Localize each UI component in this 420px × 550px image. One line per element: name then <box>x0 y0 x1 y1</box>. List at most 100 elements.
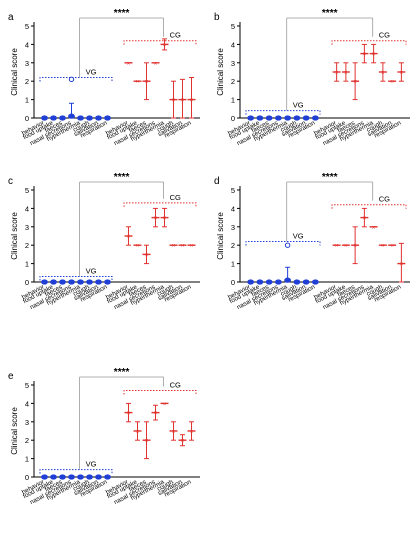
vg-data-point <box>41 474 48 480</box>
cg-data-point: × <box>344 244 348 250</box>
vg-data-point <box>77 474 84 480</box>
y-axis-label: Clinical score <box>10 212 19 260</box>
vg-data-point <box>86 474 93 480</box>
vg-data-point <box>274 115 282 121</box>
y-tick-label: 1 <box>231 96 235 105</box>
y-tick-label: 3 <box>25 418 29 427</box>
cg-data-point: × <box>163 216 167 222</box>
cg-group-bracket <box>331 204 407 209</box>
y-tick-label: 2 <box>231 241 235 250</box>
y-tick-label: 1 <box>25 96 29 105</box>
vg-data-point <box>95 474 102 480</box>
vg-group-label: VG <box>86 460 97 469</box>
y-tick-label: 4 <box>25 204 29 213</box>
vg-group-bracket <box>245 110 321 115</box>
cg-data-point: × <box>353 80 357 86</box>
cg-data-point: × <box>154 61 158 67</box>
cg-data-point: × <box>181 98 185 104</box>
y-tick-label: 4 <box>25 40 29 49</box>
vg-data-point <box>68 279 75 285</box>
vg-group-label: VG <box>293 232 304 241</box>
cg-data-point: × <box>400 262 404 268</box>
cg-data-point: × <box>400 71 404 77</box>
vg-data-point <box>68 113 75 119</box>
cg-data-point: × <box>163 43 167 49</box>
y-axis-label: Clinical score <box>216 212 225 260</box>
vg-data-point <box>68 474 75 480</box>
y-tick-label: 3 <box>25 223 29 232</box>
y-tick-label: 0 <box>25 473 29 482</box>
cg-data-point: × <box>372 225 376 231</box>
cg-data-point: × <box>145 439 149 445</box>
vg-data-point <box>86 115 93 121</box>
y-tick-label: 5 <box>25 186 29 195</box>
vg-data-point <box>302 279 310 285</box>
vg-data-point <box>50 474 57 480</box>
vg-data-point <box>311 279 319 285</box>
cg-group-bracket <box>123 390 197 395</box>
vg-outlier-point <box>284 242 291 248</box>
vg-data-point <box>59 115 66 121</box>
cg-data-point: × <box>136 244 140 250</box>
cg-group-label: CG <box>170 31 181 40</box>
cg-data-point: × <box>381 71 385 77</box>
cg-data-point: × <box>181 244 185 250</box>
vg-group-label: VG <box>86 266 97 275</box>
y-tick-label: 5 <box>25 22 29 31</box>
panel-label: d <box>214 176 220 187</box>
cg-data-point: × <box>154 216 158 222</box>
vg-data-point <box>284 277 292 283</box>
cg-data-point: × <box>145 80 149 86</box>
vg-group-bracket <box>245 241 321 246</box>
vg-data-point <box>265 279 273 285</box>
y-tick-label: 1 <box>25 260 29 269</box>
y-tick-label: 0 <box>25 278 29 287</box>
vg-data-point <box>293 115 301 121</box>
cg-group-label: CG <box>170 193 181 202</box>
cg-data-point: × <box>344 71 348 77</box>
cg-data-point: × <box>181 439 185 445</box>
cg-group-bracket <box>331 40 407 45</box>
vg-data-point <box>77 115 84 121</box>
vg-data-point <box>41 115 48 121</box>
y-tick-label: 1 <box>25 455 29 464</box>
vg-data-point <box>293 279 301 285</box>
cg-data-point: × <box>163 402 167 408</box>
y-tick-label: 5 <box>25 381 29 390</box>
vg-group-label: VG <box>293 101 304 110</box>
cg-data-point: × <box>145 253 149 259</box>
panel-label: e <box>8 371 14 382</box>
cg-data-point: × <box>172 430 176 436</box>
vg-outlier-point <box>68 76 75 83</box>
vg-data-point <box>256 279 264 285</box>
y-tick-label: 3 <box>231 59 235 68</box>
vg-data-point <box>104 115 111 121</box>
vg-data-point <box>77 279 84 285</box>
vg-data-point <box>104 279 111 285</box>
cg-data-point: × <box>390 244 394 250</box>
vg-data-point <box>311 115 319 121</box>
cg-data-point: × <box>127 235 131 241</box>
cg-data-point: × <box>136 80 140 86</box>
cg-data-point: × <box>190 244 194 250</box>
cg-data-point: × <box>335 244 339 250</box>
vg-data-point <box>284 115 292 121</box>
vg-data-point <box>86 279 93 285</box>
cg-data-point: × <box>190 430 194 436</box>
vg-group-bracket <box>39 77 113 82</box>
cg-group-label: CG <box>379 195 390 204</box>
y-tick-label: 4 <box>25 399 29 408</box>
vg-data-point <box>247 279 255 285</box>
y-tick-label: 0 <box>25 114 29 123</box>
vg-group-label: VG <box>86 68 97 77</box>
y-tick-label: 4 <box>231 40 235 49</box>
y-tick-label: 0 <box>231 114 235 123</box>
cg-group-label: CG <box>379 31 390 40</box>
cg-data-point: × <box>335 71 339 77</box>
cg-data-point: × <box>363 216 367 222</box>
